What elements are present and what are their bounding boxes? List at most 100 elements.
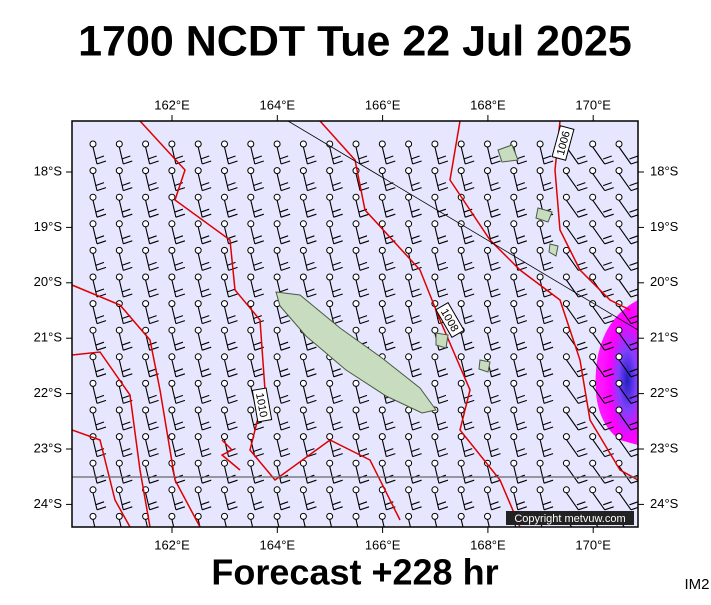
barb-stem bbox=[92, 492, 98, 510]
barb-flag bbox=[578, 240, 588, 245]
barb-station bbox=[457, 379, 465, 387]
barb-station bbox=[378, 140, 386, 148]
barb-stem bbox=[276, 359, 282, 377]
barb-flag bbox=[123, 213, 133, 218]
barb-station bbox=[352, 193, 360, 201]
barb-flag bbox=[576, 261, 586, 266]
barb-stem bbox=[434, 466, 440, 484]
barb-flag bbox=[543, 506, 554, 511]
barb-stem bbox=[145, 386, 151, 404]
barb-stem bbox=[197, 492, 203, 510]
barb-stem bbox=[434, 200, 440, 218]
barb-flag bbox=[228, 187, 238, 192]
barb-flag bbox=[307, 266, 317, 271]
barb-station bbox=[431, 246, 439, 254]
barb-station bbox=[194, 140, 202, 148]
barb-flag bbox=[305, 182, 315, 187]
barb-flag bbox=[307, 506, 317, 511]
barb-flag bbox=[121, 288, 131, 293]
barb-stem bbox=[618, 199, 632, 218]
barb-flag bbox=[147, 261, 157, 266]
barb-station bbox=[457, 140, 465, 148]
barb-station bbox=[378, 273, 386, 281]
barb-stem bbox=[118, 146, 124, 165]
barb-flag bbox=[438, 213, 449, 218]
barb-flag bbox=[305, 501, 315, 506]
barb-flag bbox=[542, 394, 552, 399]
barb-flag bbox=[438, 160, 449, 165]
barb-station bbox=[510, 220, 518, 228]
barb-stem bbox=[513, 333, 519, 351]
barb-flag bbox=[465, 240, 475, 245]
barb-flag bbox=[332, 315, 341, 320]
barb-flag bbox=[465, 373, 475, 378]
barb-flag bbox=[516, 341, 525, 346]
barb-station bbox=[352, 486, 360, 494]
barb-stem bbox=[197, 412, 203, 431]
barb-flag bbox=[630, 480, 638, 484]
barb-flag bbox=[200, 448, 210, 453]
barb-station bbox=[405, 300, 413, 308]
barb-station bbox=[352, 433, 360, 441]
barb-stem bbox=[513, 200, 519, 218]
barb-flag bbox=[629, 368, 638, 373]
barb-stem bbox=[618, 226, 632, 245]
barb-stem bbox=[118, 466, 124, 484]
barb-flag bbox=[437, 394, 447, 399]
barb-flag bbox=[254, 506, 264, 511]
barb-station bbox=[89, 300, 97, 308]
barb-station bbox=[168, 512, 176, 520]
barb-station bbox=[221, 220, 228, 228]
barb-flag bbox=[542, 155, 552, 160]
barb-stem bbox=[276, 226, 282, 244]
barb-flag bbox=[200, 155, 210, 160]
barb-flag bbox=[280, 426, 291, 431]
barb-stem bbox=[486, 200, 493, 218]
barb-flag bbox=[307, 160, 317, 165]
barb-flag bbox=[228, 160, 238, 165]
barb-flag bbox=[629, 155, 638, 160]
barb-stem bbox=[592, 359, 606, 378]
barb-flag bbox=[410, 155, 420, 160]
barb-stem bbox=[408, 333, 414, 351]
barb-flag bbox=[307, 399, 317, 404]
barb-stem bbox=[355, 492, 361, 510]
barb-flag bbox=[578, 533, 587, 536]
barb-station bbox=[510, 326, 518, 334]
barb-flag bbox=[630, 506, 638, 511]
barb-flag bbox=[253, 421, 262, 426]
barb-flag bbox=[332, 288, 341, 293]
barb-stem bbox=[92, 386, 98, 404]
barb-flag bbox=[604, 506, 614, 511]
barb-station bbox=[142, 167, 150, 175]
barb-stem bbox=[408, 412, 414, 431]
barb-station bbox=[431, 379, 439, 387]
barb-stem bbox=[539, 253, 545, 271]
barb-station bbox=[536, 433, 544, 441]
barb-stem bbox=[565, 386, 579, 404]
barb-flag bbox=[200, 368, 210, 373]
barb-flag bbox=[150, 533, 159, 536]
barb-flag bbox=[576, 208, 586, 213]
barb-flag bbox=[516, 528, 525, 531]
barb-flag bbox=[630, 214, 638, 218]
barb-flag bbox=[543, 240, 554, 245]
barb-stem bbox=[223, 519, 227, 527]
barb-stem bbox=[565, 359, 579, 378]
barb-stem bbox=[197, 359, 203, 377]
barb-flag bbox=[578, 320, 588, 325]
barb-stem bbox=[276, 439, 282, 457]
barb-station bbox=[142, 246, 150, 254]
barb-stem bbox=[302, 359, 308, 377]
barb-flag bbox=[603, 288, 612, 293]
barb-stem bbox=[92, 359, 98, 377]
barb-flag bbox=[95, 368, 105, 373]
barb-stem bbox=[329, 253, 335, 271]
barb-station bbox=[273, 379, 281, 387]
barb-station bbox=[378, 246, 386, 254]
barb-stem bbox=[486, 173, 493, 191]
barb-flag bbox=[333, 187, 343, 192]
barb-flag bbox=[95, 421, 105, 426]
barb-flag bbox=[489, 421, 499, 426]
barb-flag bbox=[123, 506, 133, 511]
